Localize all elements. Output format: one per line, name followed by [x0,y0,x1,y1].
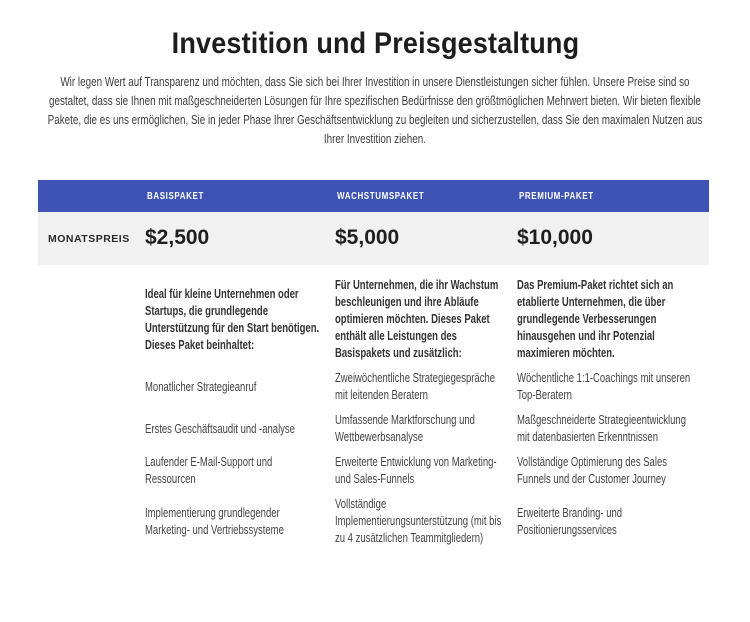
feature-cell: Implementierung grundlegender Marketing-… [145,492,335,551]
plan-description-basispaket-text: Ideal für kleine Unternehmen oder Startu… [145,286,320,352]
plan-description-wachstumspaket: Für Unternehmen, die ihr Wachstum beschl… [335,265,517,366]
feature-row-4: Implementierung grundlegender Marketing-… [38,492,709,551]
plan-description-premium-paket: Das Premium-Paket richtet sich an etabli… [517,265,709,366]
price-premium-paket: $10,000 [517,226,593,249]
feature-text: Erstes Geschäftsaudit und -analyse [145,421,295,436]
feature-text: Maßgeschneiderte Strategieentwicklung mi… [517,413,686,444]
intro-paragraph-text: Wir legen Wert auf Transparenz und möcht… [47,74,703,146]
feature-row-1: Monatlicher Strategieanruf Zweiwöchentli… [38,366,709,408]
price-wachstumspaket: $5,000 [335,226,400,249]
feature-text: Implementierung grundlegender Marketing-… [145,505,284,537]
spacer-cell [38,450,145,492]
feature-cell: Umfassende Marktforschung und Wettbewerb… [335,408,517,450]
feature-text: Erweiterte Entwicklung von Marketing- un… [335,455,497,486]
feature-cell: Monatlicher Strategieanruf [145,366,335,408]
plan-description-basispaket: Ideal für kleine Unternehmen oder Startu… [145,265,335,366]
feature-cell: Erweiterte Entwicklung von Marketing- un… [335,450,517,492]
intro-paragraph: Wir legen Wert auf Transparenz und möcht… [45,72,705,148]
feature-text: Vollständige Optimierung des Sales Funne… [517,455,667,486]
row-label-monatspreis: MONATSPREIS [48,232,130,245]
plan-header-wachstumspaket: WACHSTUMSPAKET [335,180,517,212]
plan-description-premium-paket-text: Das Premium-Paket richtet sich an etabli… [517,278,674,360]
feature-text: Vollständige Implementierungsunterstützu… [335,497,502,545]
feature-text: Laufender E-Mail-Support und Ressourcen [145,455,273,486]
feature-row-3: Laufender E-Mail-Support und Ressourcen … [38,450,709,492]
plan-header-wachstumspaket-label: WACHSTUMSPAKET [337,190,425,202]
feature-cell: Maßgeschneiderte Strategieentwicklung mi… [517,408,709,450]
feature-cell: Erstes Geschäftsaudit und -analyse [145,408,335,450]
feature-cell: Vollständige Optimierung des Sales Funne… [517,450,709,492]
pricing-table: BASISPAKET WACHSTUMSPAKET PREMIUM-PAKET … [38,180,709,551]
plan-header-row: BASISPAKET WACHSTUMSPAKET PREMIUM-PAKET [38,180,709,212]
feature-cell: Vollständige Implementierungsunterstützu… [335,492,517,551]
feature-text: Umfassende Marktforschung und Wettbewerb… [335,413,475,444]
monthly-price-row: MONATSPREIS $2,500 $5,000 $10,000 [38,212,709,265]
plan-header-basispaket-label: BASISPAKET [147,190,204,202]
feature-cell: Laufender E-Mail-Support und Ressourcen [145,450,335,492]
feature-cell: Zweiwöchentliche Strategiegespräche mit … [335,366,517,408]
feature-cell: Wöchentliche 1:1-Coachings mit unseren T… [517,366,709,408]
spacer-cell [38,366,145,408]
pricing-table-header: BASISPAKET WACHSTUMSPAKET PREMIUM-PAKET [38,180,709,212]
plan-description-wachstumspaket-text: Für Unternehmen, die ihr Wachstum beschl… [335,278,499,360]
plan-header-basispaket: BASISPAKET [145,180,335,212]
header-spacer-cell [38,180,145,212]
feature-text: Erweiterte Branding- und Positionierungs… [517,505,623,537]
plan-header-premium-paket: PREMIUM-PAKET [517,180,709,212]
plan-header-premium-paket-label: PREMIUM-PAKET [519,190,594,202]
spacer-cell [38,492,145,551]
page-title-text: Investition und Preisgestaltung [171,27,579,60]
feature-cell: Erweiterte Branding- und Positionierungs… [517,492,709,551]
spacer-cell [38,265,145,366]
pricing-section: Investition und Preisgestaltung Wir lege… [0,26,750,622]
price-basispaket: $2,500 [145,226,210,249]
feature-row-2: Erstes Geschäftsaudit und -analyse Umfas… [38,408,709,450]
feature-text: Wöchentliche 1:1-Coachings mit unseren T… [517,371,691,402]
page-title: Investition und Preisgestaltung [0,26,750,62]
feature-text: Zweiwöchentliche Strategiegespräche mit … [335,371,496,402]
plan-description-row: Ideal für kleine Unternehmen oder Startu… [38,265,709,366]
feature-text: Monatlicher Strategieanruf [145,379,257,394]
spacer-cell [38,408,145,450]
